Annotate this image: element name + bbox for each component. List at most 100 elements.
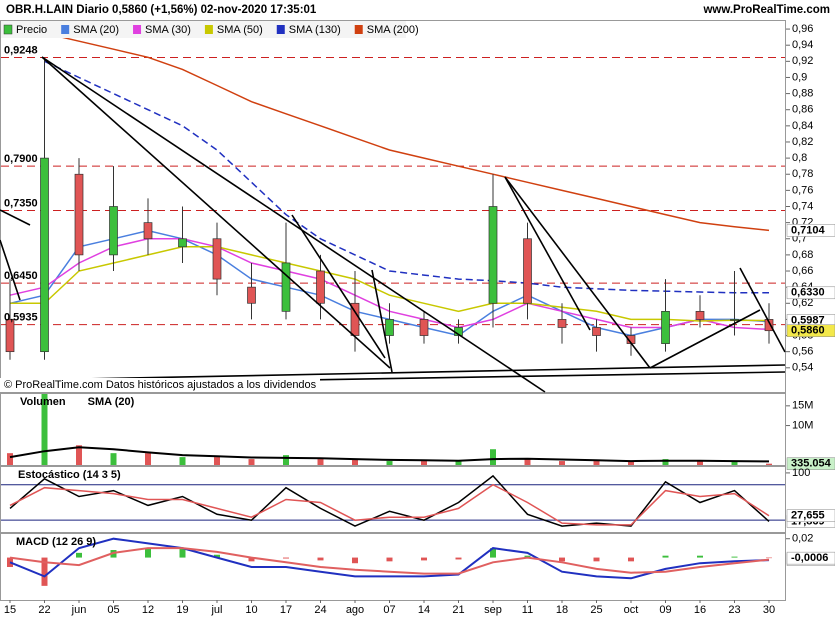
volume-bar (559, 461, 565, 465)
volume-bar (110, 453, 117, 465)
volume-bar (662, 459, 669, 465)
series-line (9, 483, 770, 526)
value-tag-bg (786, 286, 835, 300)
histogram-bar (697, 555, 703, 558)
histogram-bar (76, 552, 82, 558)
price-frame (0, 20, 786, 393)
trend-line (29, 364, 786, 381)
legend-swatch (354, 25, 363, 34)
x-tick-label: 21 (452, 604, 464, 616)
volume-bar (179, 457, 186, 465)
y-tick-label: 0,66 (792, 265, 813, 277)
candle-body (40, 157, 49, 353)
y-tick-label: 0,02 (792, 533, 813, 545)
y-tick-label: 15M (792, 400, 813, 412)
volume-bar (524, 459, 531, 465)
x-tick-label: 10 (245, 604, 257, 616)
volume-frame (0, 393, 786, 466)
volume-bar (421, 461, 427, 465)
candle-body (212, 238, 222, 280)
legend-label: SMA (50) (217, 24, 263, 36)
series-line (9, 446, 770, 463)
trend-line (504, 176, 651, 369)
candle-body (281, 262, 291, 312)
y-tick-label: 0,56 (792, 346, 813, 358)
y-tick-label: 0,96 (792, 23, 813, 35)
y-tick-label: 0,78 (792, 168, 813, 180)
x-tick-label: 17 (280, 604, 292, 616)
legend-swatch (3, 24, 13, 35)
legend-label: SMA (30) (145, 24, 191, 36)
histogram-bar (41, 557, 48, 586)
legend-swatch (276, 25, 285, 34)
candle-body (247, 286, 256, 304)
legend-label: SMA (20) (73, 24, 119, 36)
volume-bar (7, 453, 13, 465)
trend-line (504, 176, 591, 331)
level-label: 0,5935 (4, 312, 38, 324)
value-tag: 0,6330 (791, 287, 825, 299)
histogram-bar (662, 555, 669, 558)
histogram-bar (214, 554, 220, 558)
legend-label: Precio (16, 24, 47, 36)
histogram-bar (352, 557, 358, 564)
macd-frame (0, 533, 786, 601)
histogram-bar (421, 557, 427, 561)
candle-body (109, 206, 118, 256)
volume-bar (628, 461, 634, 465)
y-tick-label: 0,74 (792, 200, 813, 212)
value-tag-bg (786, 551, 835, 565)
x-tick-label: jun (71, 604, 87, 616)
volume-bar (490, 449, 496, 465)
panel-title: Estocástico (14 3 5) (18, 469, 121, 481)
histogram-bar (179, 548, 186, 558)
histogram-bar (317, 557, 324, 561)
volume-bar (214, 457, 220, 465)
y-tick-label: 100 (792, 467, 810, 479)
y-tick-label: 0,94 (792, 39, 813, 51)
panel-frames (0, 20, 786, 601)
y-tick-label: 10M (792, 419, 813, 431)
x-tick-label: 11 (522, 604, 533, 616)
y-tick-label: 0,76 (792, 184, 813, 196)
histogram-bar (628, 557, 634, 562)
note-bg (0, 378, 320, 392)
value-tag-bg (786, 457, 835, 470)
trend-line (41, 56, 391, 369)
price-note: © ProRealTime.com Datos históricos ajust… (4, 379, 317, 391)
candle-body (385, 319, 394, 336)
legend-swatch (133, 25, 142, 34)
candle-body (419, 319, 429, 336)
histogram-bar (731, 556, 738, 558)
y-tick-label: 0,88 (792, 87, 813, 99)
y-tick-label: 0,9 (792, 71, 807, 83)
value-tag: 335.054 (791, 458, 832, 470)
legend-swatch (61, 25, 70, 34)
y-tick-label: 0,62 (792, 297, 813, 309)
level-label: 0,7900 (4, 153, 38, 165)
candle-body (143, 222, 153, 240)
x-tick-label: 30 (763, 604, 775, 616)
x-tick-label: 14 (418, 604, 430, 616)
x-tick-label: 22 (38, 604, 50, 616)
legend-label: SMA (200) (367, 24, 419, 36)
volume-bar (76, 445, 82, 465)
candle-body (488, 206, 498, 304)
level-label: 0,9248 (4, 44, 38, 56)
value-tag-bg (786, 224, 835, 237)
value-tag: 0,5987 (791, 314, 825, 326)
x-tick-label: 24 (314, 604, 326, 616)
series-line (9, 547, 770, 575)
y-tick-label: 0,84 (792, 120, 813, 132)
x-tick-label: 16 (694, 604, 706, 616)
candle-body (592, 327, 601, 336)
y-tick-label: 0,92 (792, 55, 813, 67)
volume-bar (317, 459, 324, 465)
x-tick-label: jul (210, 604, 222, 616)
panel-title: MACD (12 26 9) (16, 536, 96, 548)
overlay-layer: 0,540,560,580,60,620,640,660,680,70,720,… (1, 21, 835, 616)
value-tag: 27,655 (791, 510, 825, 522)
y-tick-label: 0,86 (792, 104, 813, 116)
histogram-bar (283, 557, 289, 559)
